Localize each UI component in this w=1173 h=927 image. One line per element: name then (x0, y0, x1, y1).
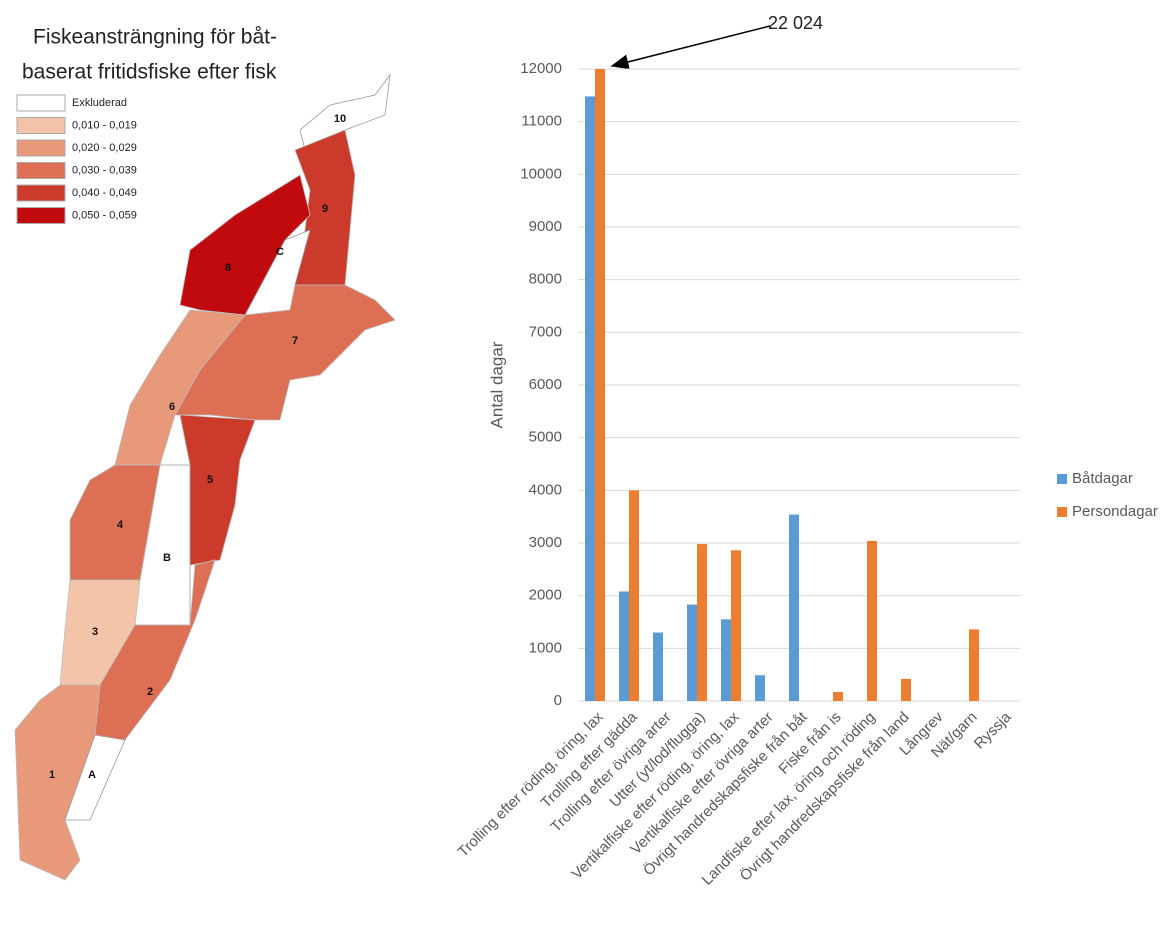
map-legend-swatch (16, 207, 66, 224)
zone-label: 3 (92, 626, 98, 638)
zone-a (64, 734, 126, 821)
bar (867, 540, 877, 701)
zone-label: 7 (292, 335, 298, 347)
bar (629, 490, 639, 701)
zone-7 (174, 284, 396, 421)
y-axis-label: Antal dagar (487, 341, 506, 428)
map-legend-swatch (16, 139, 66, 157)
map-title: Fiskeansträngning för båt- (33, 26, 277, 49)
y-tick-label: 9000 (529, 218, 562, 235)
y-tick-label: 7000 (529, 323, 562, 340)
bars (585, 69, 979, 701)
bar (653, 632, 663, 701)
zone-label: 5 (207, 474, 213, 486)
x-tick-label: Ryssja (971, 708, 1015, 752)
map-legend-label: 0,030 - 0,039 (72, 164, 137, 176)
y-tick-label: 10000 (520, 165, 562, 182)
y-tick-label: 8000 (529, 271, 562, 288)
bar (969, 629, 979, 701)
x-tick-label: Trolling efter röding, öring, lax (455, 708, 607, 860)
y-tick-label: 5000 (529, 429, 562, 446)
zone-5 (179, 414, 256, 566)
zone-label: A (88, 769, 96, 781)
bar (721, 619, 731, 701)
zone-label: B (163, 552, 171, 564)
y-tick-label: 3000 (529, 534, 562, 551)
map-legend-label: 0,010 - 0,019 (72, 119, 137, 131)
bar (901, 678, 911, 701)
legend-label: Båtdagar (1072, 470, 1133, 487)
y-tick-label: 1000 (529, 639, 562, 656)
map-legend-swatch (16, 94, 66, 112)
annotation: 22 024 (768, 13, 823, 33)
map-legend-swatch (16, 117, 66, 134)
y-tick-label: 6000 (529, 376, 562, 393)
annotation-arrow (610, 25, 771, 70)
bar (833, 692, 843, 701)
zone-label: 8 (225, 262, 231, 274)
map-legend-label: 0,040 - 0,049 (72, 187, 137, 199)
map-legend-swatch (16, 162, 66, 179)
zone-label: 10 (334, 113, 346, 125)
zone-label: 9 (322, 203, 328, 215)
map-title: baserat fritidsfiske efter fisk (22, 61, 277, 84)
bar (585, 96, 595, 701)
bar (687, 604, 697, 701)
y-tick-label: 12000 (520, 60, 562, 77)
bar (789, 514, 799, 701)
bar (731, 550, 741, 701)
map-legend-label: 0,050 - 0,059 (72, 209, 137, 221)
bar (619, 591, 629, 701)
legend-swatch (1057, 474, 1067, 484)
y-tick-label: 11000 (521, 113, 562, 130)
zone-8 (179, 174, 311, 316)
zone-label: 1 (49, 769, 55, 781)
map (14, 73, 396, 881)
y-tick-label: 4000 (529, 481, 562, 498)
legend-swatch (1057, 507, 1067, 517)
y-tick-label: 2000 (529, 587, 562, 604)
bar (755, 675, 765, 701)
zone-label: C (276, 246, 284, 258)
legend-label: Persondagar (1072, 503, 1158, 520)
y-tick-label: 0 (554, 692, 562, 709)
zone-label: 4 (117, 519, 124, 531)
bar (697, 544, 707, 701)
zone-1 (14, 684, 101, 881)
zone-6 (114, 309, 246, 466)
map-legend-label: 0,020 - 0,029 (72, 142, 137, 154)
bar (595, 69, 605, 701)
zone-label: 2 (147, 686, 153, 698)
map-legend-label: Exkluderad (72, 97, 127, 109)
zone-label: 6 (169, 401, 175, 413)
map-legend-swatch (16, 184, 66, 202)
